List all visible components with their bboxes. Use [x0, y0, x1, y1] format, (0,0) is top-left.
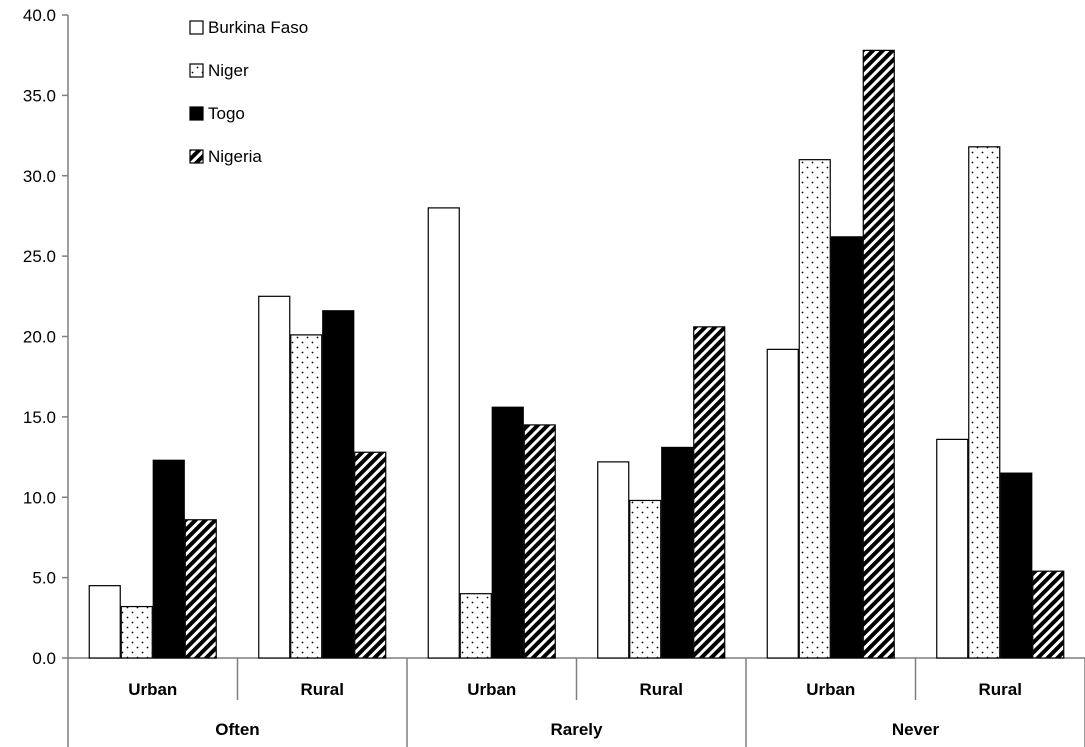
bar-togo [661, 446, 694, 659]
y-tick-label: 20.0 [23, 328, 56, 347]
subcategory-label: Rural [301, 680, 344, 699]
bar-burkina-faso [88, 585, 121, 659]
group-label: Often [215, 720, 259, 739]
legend-label: Niger [208, 61, 249, 80]
legend-swatch-nigeria [189, 149, 204, 164]
bar-burkina-faso [258, 295, 291, 659]
bar-burkina-faso [936, 438, 969, 659]
subcategory-label: Urban [128, 680, 177, 699]
y-tick-label: 40.0 [23, 6, 56, 25]
legend-label: Nigeria [208, 147, 262, 166]
group-label: Never [892, 720, 940, 739]
bar-nigeria [862, 49, 895, 659]
bar-niger [290, 334, 323, 659]
subcategory-label: Rural [640, 680, 683, 699]
bar-burkina-faso [766, 348, 799, 659]
legend-swatch-togo [189, 106, 204, 121]
axes: 0.0 5.0 10.0 15.0 20.0 25.0 30.0 35.0 40.0 [23, 6, 1085, 668]
y-tick-label: 0.0 [32, 649, 56, 668]
bar-nigeria [354, 451, 387, 659]
legend-swatch-niger [189, 63, 204, 78]
y-tick-label: 25.0 [23, 247, 56, 266]
bar-nigeria [523, 424, 556, 659]
y-tick-label: 10.0 [23, 488, 56, 507]
legend-label: Togo [208, 104, 245, 123]
subcategory-label: Urban [467, 680, 516, 699]
category-axis-labels: Urban Rural Often Urban Rural Rarely Urban Rura… [67, 658, 1085, 747]
y-tick-label: 5.0 [32, 569, 56, 588]
subcategory-label: Urban [806, 680, 855, 699]
bar-togo [1000, 472, 1033, 659]
legend-label: Burkina Faso [208, 18, 308, 37]
bar-nigeria [1032, 570, 1065, 659]
bar-togo [491, 406, 524, 659]
legend: Burkina Faso Niger Togo Nigeria [189, 18, 308, 166]
y-tick-label: 15.0 [23, 408, 56, 427]
bars [88, 49, 1065, 659]
bar-togo [152, 459, 185, 659]
bar-togo [830, 236, 863, 659]
subcategory-label: Rural [979, 680, 1022, 699]
bar-niger [120, 605, 153, 659]
bar-niger [798, 159, 831, 659]
bar-niger [968, 146, 1001, 659]
bar-nigeria [184, 519, 217, 659]
bar-togo [322, 310, 355, 659]
y-tick-label: 35.0 [23, 86, 56, 105]
bar-burkina-faso [597, 461, 630, 659]
y-tick-label: 30.0 [23, 167, 56, 186]
bar-niger [459, 593, 492, 659]
legend-swatch-burkina-faso [189, 20, 204, 35]
bar-burkina-faso [427, 207, 460, 659]
bar-nigeria [693, 326, 726, 659]
group-label: Rarely [551, 720, 604, 739]
bar-niger [629, 499, 662, 659]
